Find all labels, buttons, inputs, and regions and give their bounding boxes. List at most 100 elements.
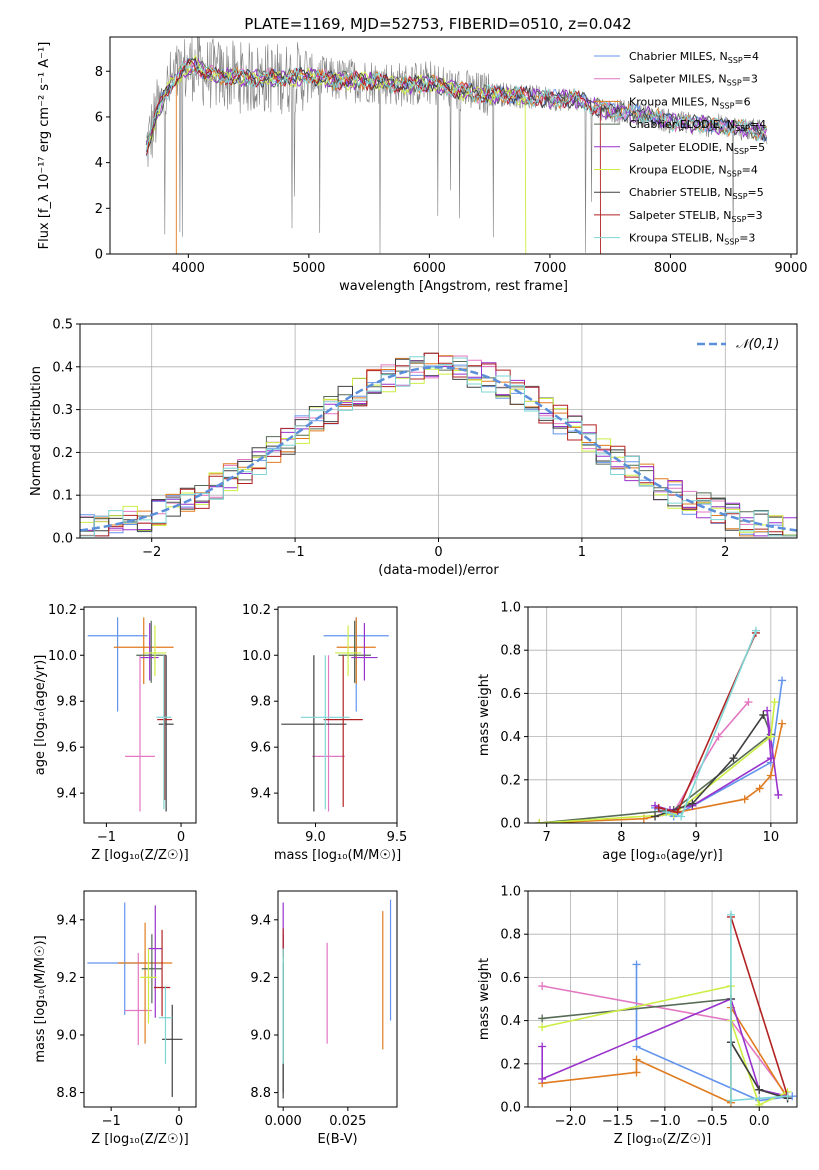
y-tick-label: 8.8 [56, 1086, 77, 1101]
y-tick-label: 10.0 [48, 649, 77, 664]
y-tick-label: 6 [95, 110, 103, 125]
y-tick-label: 9.4 [56, 787, 77, 802]
errorbar-point [156, 655, 172, 810]
errorbar-point [148, 905, 163, 1018]
weight-marker [538, 982, 547, 991]
plot-area-age_vs_Z [87, 617, 174, 812]
weight-marker [688, 799, 697, 808]
errorbar-point [336, 617, 376, 684]
errorbar-point [117, 922, 173, 1044]
weight-line [542, 1004, 789, 1104]
y-tick-label: 0.0 [500, 1101, 521, 1116]
weight-marker [766, 754, 775, 763]
x-tick-label: 9.0 [305, 830, 326, 845]
x-tick-label: −0.5 [696, 1114, 728, 1129]
y-tick-label: 9.2 [250, 971, 271, 986]
plot-area-residuals [80, 352, 797, 537]
weight-line [539, 723, 783, 823]
weight-marker [538, 1023, 547, 1032]
weight-marker [778, 719, 787, 728]
axes-frame [83, 890, 197, 1108]
plot-area-weight_vs_age [535, 626, 787, 823]
model-line [146, 54, 527, 254]
y-tick-label: 9.4 [56, 913, 77, 928]
y-tick-label: 9.8 [56, 695, 77, 710]
weight-line [665, 630, 757, 818]
axes-weight_vs_age: 7 8 9 10 0.0 0.2 0.4 0.6 0.8 1.0 age [log₁₀(age/yr… [477, 601, 798, 863]
plot-area-mass_vs_ebv [282, 899, 392, 1099]
weight-marker [783, 1092, 792, 1101]
x-tick-label: −1 [102, 1114, 121, 1129]
weight-marker [729, 754, 738, 763]
weight-line [654, 710, 780, 811]
errorbar-point [158, 986, 173, 1064]
y-tick-label: 0.1 [52, 489, 73, 504]
errorbar-point [312, 655, 345, 812]
plot-area-spectrum [145, 37, 768, 254]
axes-frame [527, 890, 798, 1108]
errorbar-point [158, 655, 174, 812]
y-tick-label: 8.8 [250, 1086, 271, 1101]
weight-marker [726, 910, 735, 919]
y-tick-label: 10.0 [242, 649, 271, 664]
errorbar-point [113, 617, 174, 684]
y-tick-label: 0.6 [500, 971, 521, 986]
axes-mass_vs_ebv: 0.000 0.025 8.8 9.0 9.2 9.4 E(B-V) [250, 890, 398, 1147]
errorbar-point [300, 655, 350, 810]
x-tick-label: 9 [692, 830, 700, 845]
errorbar-point [153, 929, 171, 1017]
y-tick-label: 0.6 [500, 687, 521, 702]
x-tick-label: 0.000 [265, 1114, 302, 1129]
x-axis-label: Z [log₁₀(Z/Z☉)] [614, 1132, 711, 1147]
errorbar-point [140, 948, 157, 1024]
errorbar-point [335, 625, 362, 676]
y-tick-label: 1.0 [500, 601, 521, 616]
legend-entry: 𝒩(0,1) [736, 337, 779, 352]
y-tick-label: 0.4 [52, 360, 73, 375]
y-tick-label: 9.2 [56, 971, 77, 986]
x-tick-label: 0 [175, 1114, 183, 1129]
y-tick-label: 0.2 [500, 1057, 521, 1072]
legend-entry: Salpeter ELODIE, NSSP=5 [629, 141, 765, 156]
y-tick-label: 9.4 [250, 913, 271, 928]
x-tick-label: 9.5 [387, 830, 408, 845]
weight-line [635, 964, 793, 1102]
plot-layer: 4000 5000 6000 7000 8000 900002468wavelength … [29, 36, 808, 1147]
x-tick-label: −1 [286, 545, 305, 560]
errorbar-point [157, 655, 173, 801]
legend-entry: Chabrier ELODIE, NSSP=4 [629, 118, 766, 133]
y-tick-label: 0.2 [52, 446, 73, 461]
axes-frame [277, 606, 398, 824]
y-tick-label: 1.0 [500, 885, 521, 900]
y-tick-label: 4 [95, 156, 103, 171]
errorbar-point [281, 655, 347, 812]
x-tick-label: 8000 [654, 261, 687, 276]
legend-entry: Kroupa MILES, NSSP=6 [629, 95, 751, 110]
x-tick-label: 0.025 [329, 1114, 366, 1129]
x-tick-label: 1 [578, 545, 586, 560]
axes-frame [83, 606, 197, 824]
y-tick-label: 0 [95, 248, 103, 263]
weight-marker [538, 1042, 547, 1051]
axes-frame [527, 606, 798, 824]
weight-marker [755, 1100, 764, 1107]
weight-marker [651, 812, 660, 821]
weight-marker [654, 803, 663, 812]
weight-line [658, 632, 757, 814]
x-tick-label: 0 [434, 545, 442, 560]
y-tick-label: 9.4 [250, 787, 271, 802]
x-tick-label: 10 [763, 830, 780, 845]
x-axis-label: mass [log₁₀(M/M☉)] [274, 848, 401, 863]
y-tick-label: 0.3 [52, 403, 73, 418]
model-line [145, 58, 601, 254]
weight-marker [744, 698, 753, 707]
axes-frame [109, 36, 798, 255]
axes-age_vs_mass: 9.0 9.5 9.4 9.6 9.8 10.0 10.2 mass [log₁₀(M/M☉)… [242, 603, 407, 863]
weight-marker [763, 706, 772, 715]
y-tick-label: 0.8 [500, 928, 521, 943]
errorbar-point [323, 655, 363, 807]
errorbar-point [143, 625, 167, 676]
y-tick-label: 0.0 [500, 817, 521, 832]
x-tick-label: −1.0 [649, 1114, 681, 1129]
